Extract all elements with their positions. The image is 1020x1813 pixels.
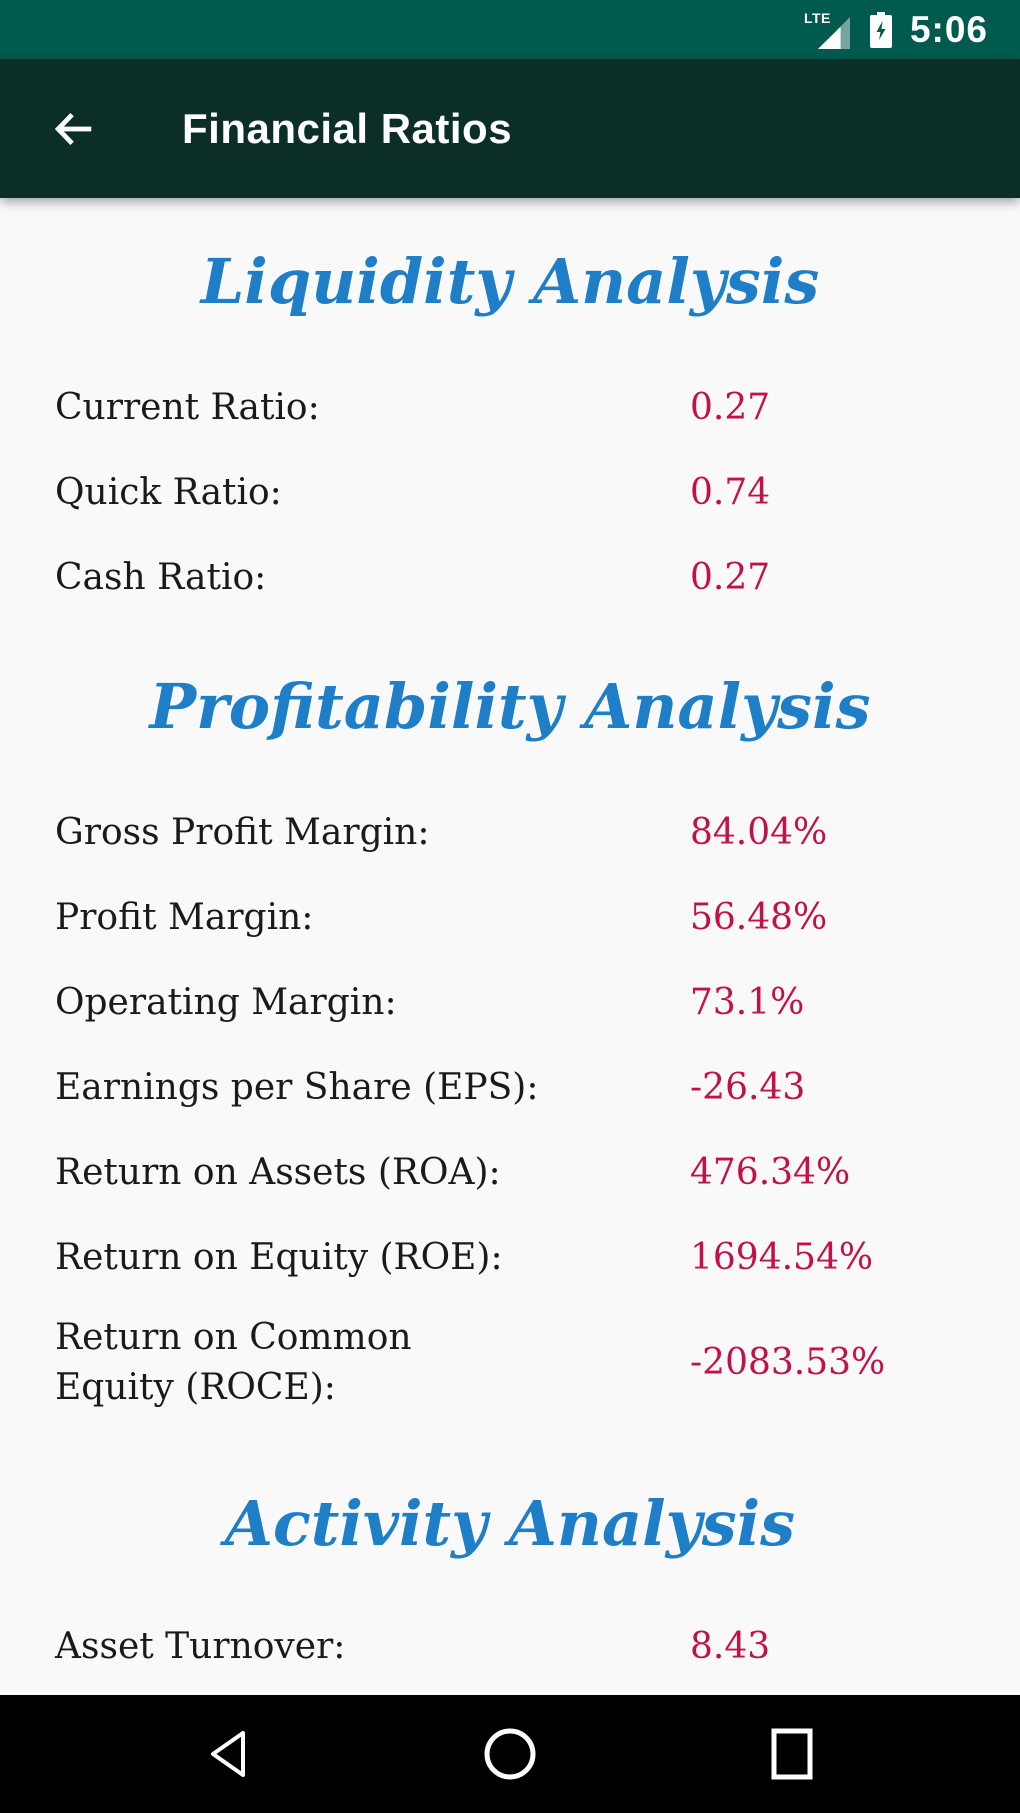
nav-recents-button[interactable] xyxy=(764,1726,820,1782)
clock: 5:06 xyxy=(909,8,988,50)
ratio-label: Quick Ratio: xyxy=(55,472,282,513)
nav-back-icon xyxy=(211,1731,245,1777)
page-title: Financial Ratios xyxy=(182,104,513,152)
nav-home-button[interactable] xyxy=(482,1726,538,1782)
ratio-row-profit-margin: Profit Margin: 56.48% xyxy=(55,893,965,943)
ratio-label: Operating Margin: xyxy=(55,982,397,1023)
ratio-value: -2083.53% xyxy=(690,1342,886,1383)
ratio-label: Profit Margin: xyxy=(55,897,314,938)
ratio-row-roe: Return on Equity (ROE): 1694.54% xyxy=(55,1233,965,1283)
ratio-label: Cash Ratio: xyxy=(55,557,267,598)
ratio-value: 476.34% xyxy=(690,1152,851,1193)
ratio-row-eps: Earnings per Share (EPS): -26.43 xyxy=(55,1063,965,1113)
ratio-row-gross-profit-margin: Gross Profit Margin: 84.04% xyxy=(55,808,965,858)
ratio-value: 8.43 xyxy=(690,1626,771,1667)
cellular-signal-icon xyxy=(817,16,850,49)
section-title-activity: Activity Analysis xyxy=(224,1487,796,1560)
ratio-value: 73.1% xyxy=(690,982,805,1023)
nav-home-icon xyxy=(484,1728,536,1780)
section-title-liquidity: Liquidity Analysis xyxy=(200,245,820,318)
android-navigation-bar xyxy=(0,1695,1020,1813)
ratio-row-cash-ratio: Cash Ratio: 0.27 xyxy=(55,553,965,603)
financial-ratios-content: Liquidity Analysis Current Ratio: 0.27 Q… xyxy=(0,198,1020,1695)
ratio-value: 56.48% xyxy=(690,897,828,938)
ratio-label: Current Ratio: xyxy=(55,387,320,428)
ratio-row-quick-ratio: Quick Ratio: 0.74 xyxy=(55,468,965,518)
ratio-label: Earnings per Share (EPS): xyxy=(55,1067,539,1108)
back-button[interactable] xyxy=(50,105,98,153)
ratio-label: Return on Equity (ROE): xyxy=(55,1237,503,1278)
ratio-value: 1694.54% xyxy=(690,1237,874,1278)
ratio-label: Gross Profit Margin: xyxy=(55,812,430,853)
cellular-signal-indicator: LTE xyxy=(804,8,852,52)
section-title-profitability: Profitability Analysis xyxy=(149,670,871,743)
ratio-label: Return on Assets (ROA): xyxy=(55,1152,501,1193)
ratio-row-roce: Return on Common Equity (ROCE): -2083.53… xyxy=(55,1313,965,1413)
ratio-value: 0.27 xyxy=(690,387,771,428)
ratio-label: Asset Turnover: xyxy=(55,1626,346,1667)
ratio-value: 0.74 xyxy=(690,472,771,513)
ratio-value: -26.43 xyxy=(690,1067,806,1108)
battery-charging-icon xyxy=(869,11,892,48)
network-type-label: LTE xyxy=(803,9,831,26)
ratio-row-current-ratio: Current Ratio: 0.27 xyxy=(55,383,965,433)
ratio-value: 0.27 xyxy=(690,557,771,598)
nav-recents-icon xyxy=(771,1728,813,1780)
ratio-row-asset-turnover: Asset Turnover: 8.43 xyxy=(55,1622,965,1672)
ratio-label: Return on Common Equity (ROCE): xyxy=(55,1317,412,1408)
app-bar: Financial Ratios xyxy=(0,59,1020,198)
nav-back-button[interactable] xyxy=(200,1726,256,1782)
ratio-value: 84.04% xyxy=(690,812,828,853)
status-bar: LTE 5:06 xyxy=(0,0,1020,59)
back-arrow-icon xyxy=(54,112,92,145)
ratio-row-operating-margin: Operating Margin: 73.1% xyxy=(55,978,965,1028)
ratio-row-roa: Return on Assets (ROA): 476.34% xyxy=(55,1148,965,1198)
